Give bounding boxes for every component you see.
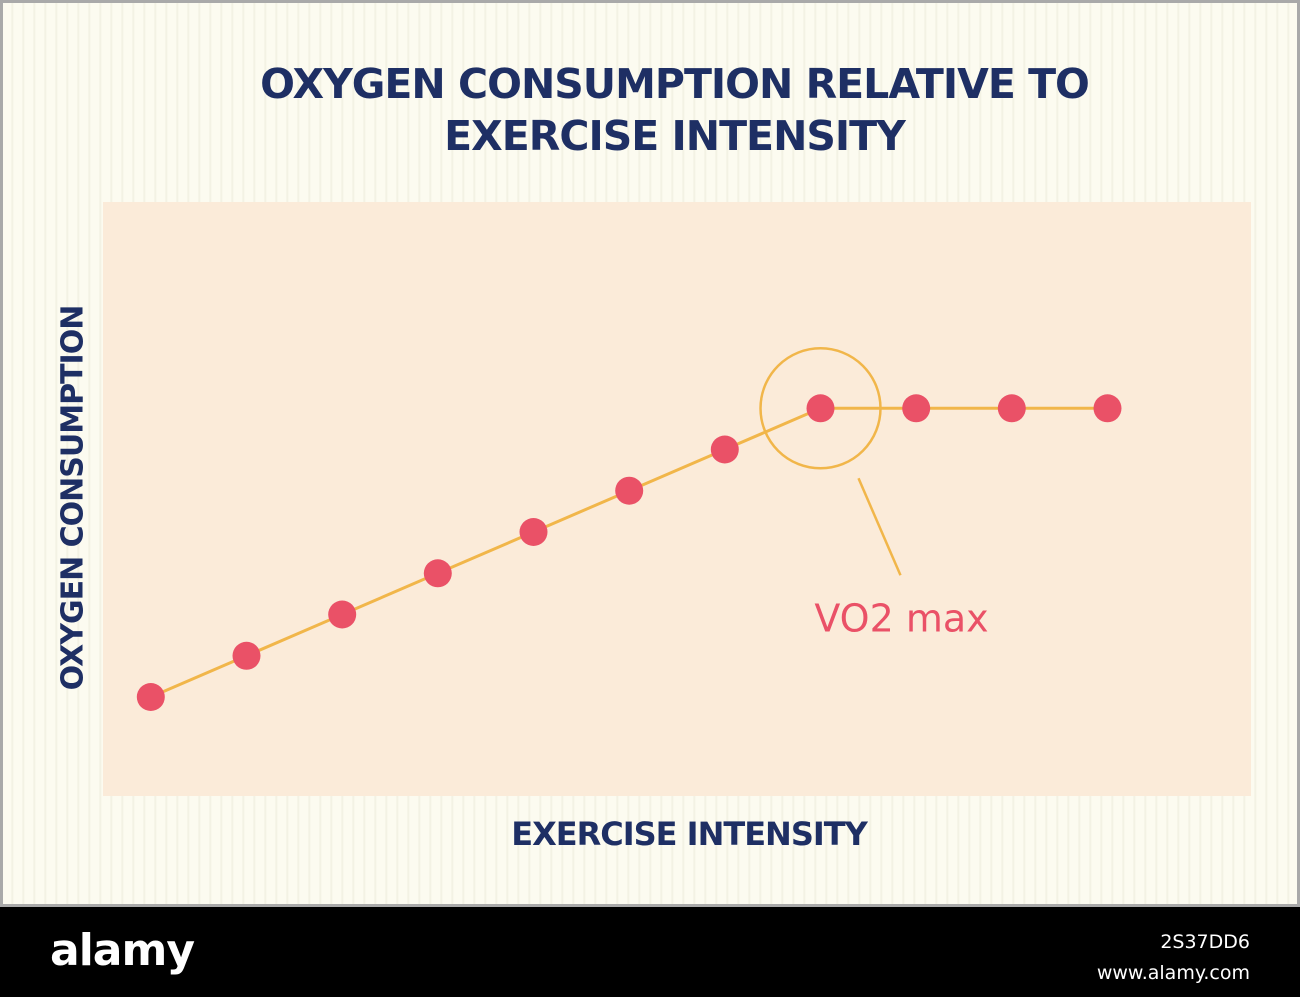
data-point xyxy=(519,518,548,546)
vo2-max-leader-line xyxy=(857,477,902,576)
data-point xyxy=(232,641,261,670)
footer-site: www.alamy.com xyxy=(1096,962,1250,984)
footer-logo: alamy xyxy=(50,925,195,976)
vo2-max-annotation: VO2 max xyxy=(814,596,988,640)
data-point xyxy=(615,476,644,505)
plot-area xyxy=(103,202,1251,796)
series-line xyxy=(150,406,1108,699)
footer-bar: alamy 2S37DD6 www.alamy.com xyxy=(0,907,1300,997)
vo2-max-highlight-circle xyxy=(759,347,882,470)
chart-canvas: VO2 max xyxy=(136,347,1122,711)
y-axis-label: OXYGEN CONSUMPTION xyxy=(55,305,91,691)
data-point xyxy=(328,600,357,629)
data-point xyxy=(997,394,1026,423)
chart-title: OXYGEN CONSUMPTION RELATIVE TO EXERCISE … xyxy=(260,60,1090,160)
data-point xyxy=(902,394,931,423)
data-point xyxy=(806,394,835,423)
footer-image-id: 2S37DD6 xyxy=(1160,931,1250,953)
data-point xyxy=(423,559,452,588)
data-point xyxy=(1093,394,1122,423)
data-point xyxy=(136,683,165,711)
data-point xyxy=(710,435,739,464)
chart-poster: OXYGEN CONSUMPTION RELATIVE TO EXERCISE … xyxy=(0,0,1300,907)
x-axis-label: EXERCISE INTENSITY xyxy=(511,815,868,853)
data-points xyxy=(136,394,1122,711)
